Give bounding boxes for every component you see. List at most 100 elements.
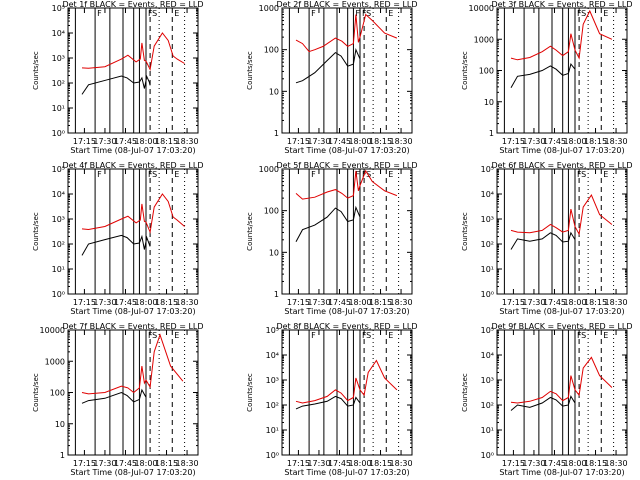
y-tick-label: 100	[264, 46, 279, 55]
x-tick-label: 18:30	[176, 298, 199, 307]
y-tick-label: 10²	[52, 240, 65, 249]
y-axis-label: Counts/sec	[461, 373, 469, 412]
lld-series-line	[510, 194, 613, 236]
x-axis-label: Start Time (08-Jul-07 17:03:20)	[284, 146, 409, 155]
lld-series-line	[81, 193, 185, 234]
x-tick-label: 18:00	[563, 137, 586, 146]
y-tick-label: 10²	[266, 401, 279, 410]
x-axis-label: Start Time (08-Jul-07 17:03:20)	[70, 146, 195, 155]
y-tick-label: 10³	[481, 376, 494, 385]
annotation-mark: S	[581, 9, 586, 18]
x-tick-label: 17:15	[287, 459, 310, 468]
x-tick-label: 17:15	[287, 137, 310, 146]
events-series-line	[81, 388, 147, 404]
x-tick-label: 17:30	[307, 137, 330, 146]
x-tick-label: 17:45	[114, 298, 137, 307]
y-tick-label: 10⁴	[52, 190, 65, 199]
x-tick-label: 18:30	[605, 459, 628, 468]
y-tick-label: 1	[60, 451, 65, 460]
x-tick-label: 17:45	[543, 298, 566, 307]
y-tick-label: 10¹	[52, 104, 65, 113]
x-axis-label: Start Time (08-Jul-07 17:03:20)	[499, 146, 624, 155]
annotation-mark: F	[311, 9, 316, 18]
x-tick-label: 18:15	[369, 459, 392, 468]
x-tick-label: 18:00	[134, 137, 157, 146]
x-axis-label: Start Time (08-Jul-07 17:03:20)	[499, 307, 624, 316]
x-tick-label: 17:15	[502, 459, 525, 468]
annotation-mark: E	[388, 331, 393, 340]
x-tick-label: 18:00	[134, 459, 157, 468]
y-tick-label: 10²	[481, 401, 494, 410]
lld-series-line	[81, 32, 185, 71]
chart-title: Det 6f BLACK = Events, RED = LLD	[491, 161, 632, 170]
x-tick-label: 18:30	[390, 137, 413, 146]
lld-series-line	[510, 9, 613, 61]
y-tick-label: 10⁵	[481, 326, 494, 335]
annotation-mark: F	[355, 170, 360, 179]
chart-title: Det 1f BLACK = Events, RED = LLD	[62, 0, 203, 9]
annotation-mark: S	[152, 9, 157, 18]
y-axis-label: Counts/sec	[461, 212, 469, 251]
annotation-mark: S	[366, 9, 371, 18]
y-tick-label: 1000	[259, 165, 279, 174]
y-tick-label: 10⁴	[481, 190, 494, 199]
x-axis-label: Start Time (08-Jul-07 17:03:20)	[284, 468, 409, 477]
annotation-mark: S	[152, 331, 157, 340]
annotation-mark: F	[577, 170, 582, 179]
x-tick-label: 18:15	[584, 459, 607, 468]
y-tick-label: 10⁵	[52, 165, 65, 174]
plot-frame	[67, 7, 199, 134]
x-tick-label: 18:15	[369, 137, 392, 146]
annotation-mark: E	[388, 9, 393, 18]
annotation-mark: S	[581, 170, 586, 179]
y-tick-label: 10¹	[52, 265, 65, 274]
x-tick-label: 17:30	[93, 298, 116, 307]
events-series-line	[510, 395, 576, 411]
plot-frame	[496, 7, 628, 134]
annotation-mark: E	[174, 9, 179, 18]
x-tick-label: 17:45	[114, 459, 137, 468]
y-tick-label: 1	[489, 129, 494, 138]
y-tick-label: 100	[264, 207, 279, 216]
y-tick-label: 10³	[52, 215, 65, 224]
annotation-mark: E	[388, 170, 393, 179]
chart-title: Det 3f BLACK = Events, RED = LLD	[491, 0, 632, 9]
annotation-mark: F	[577, 9, 582, 18]
annotation-mark: S	[581, 331, 586, 340]
chart-title: Det 8f BLACK = Events, RED = LLD	[276, 322, 417, 331]
events-series-line	[510, 231, 576, 250]
annotation-mark: E	[174, 170, 179, 179]
x-tick-label: 18:00	[134, 298, 157, 307]
x-tick-label: 18:30	[176, 137, 199, 146]
annotation-mark: F	[97, 9, 102, 18]
events-series-line	[295, 395, 361, 410]
annotation-mark: F	[97, 170, 102, 179]
annotation-mark: F	[362, 9, 367, 18]
y-tick-label: 10²	[52, 79, 65, 88]
annotation-mark: S	[366, 331, 371, 340]
plot-frame	[281, 168, 413, 295]
y-tick-label: 10¹	[481, 265, 494, 274]
plot-frame	[281, 7, 413, 134]
y-tick-label: 10	[55, 420, 65, 429]
x-tick-label: 18:00	[348, 137, 371, 146]
y-tick-label: 1	[274, 129, 279, 138]
x-tick-label: 18:15	[369, 298, 392, 307]
x-tick-label: 18:30	[605, 298, 628, 307]
lld-series-line	[295, 169, 398, 200]
x-tick-label: 17:15	[73, 137, 96, 146]
lld-series-line	[81, 333, 184, 395]
annotation-mark: S	[366, 170, 371, 179]
x-tick-label: 17:15	[73, 298, 96, 307]
chart-title: Det 5f BLACK = Events, RED = LLD	[276, 161, 417, 170]
x-axis-label: Start Time (08-Jul-07 17:03:20)	[499, 468, 624, 477]
x-tick-label: 18:30	[176, 459, 199, 468]
x-axis-label: Start Time (08-Jul-07 17:03:20)	[70, 307, 195, 316]
annotation-mark: F	[355, 9, 360, 18]
annotation-mark: F	[148, 170, 153, 179]
